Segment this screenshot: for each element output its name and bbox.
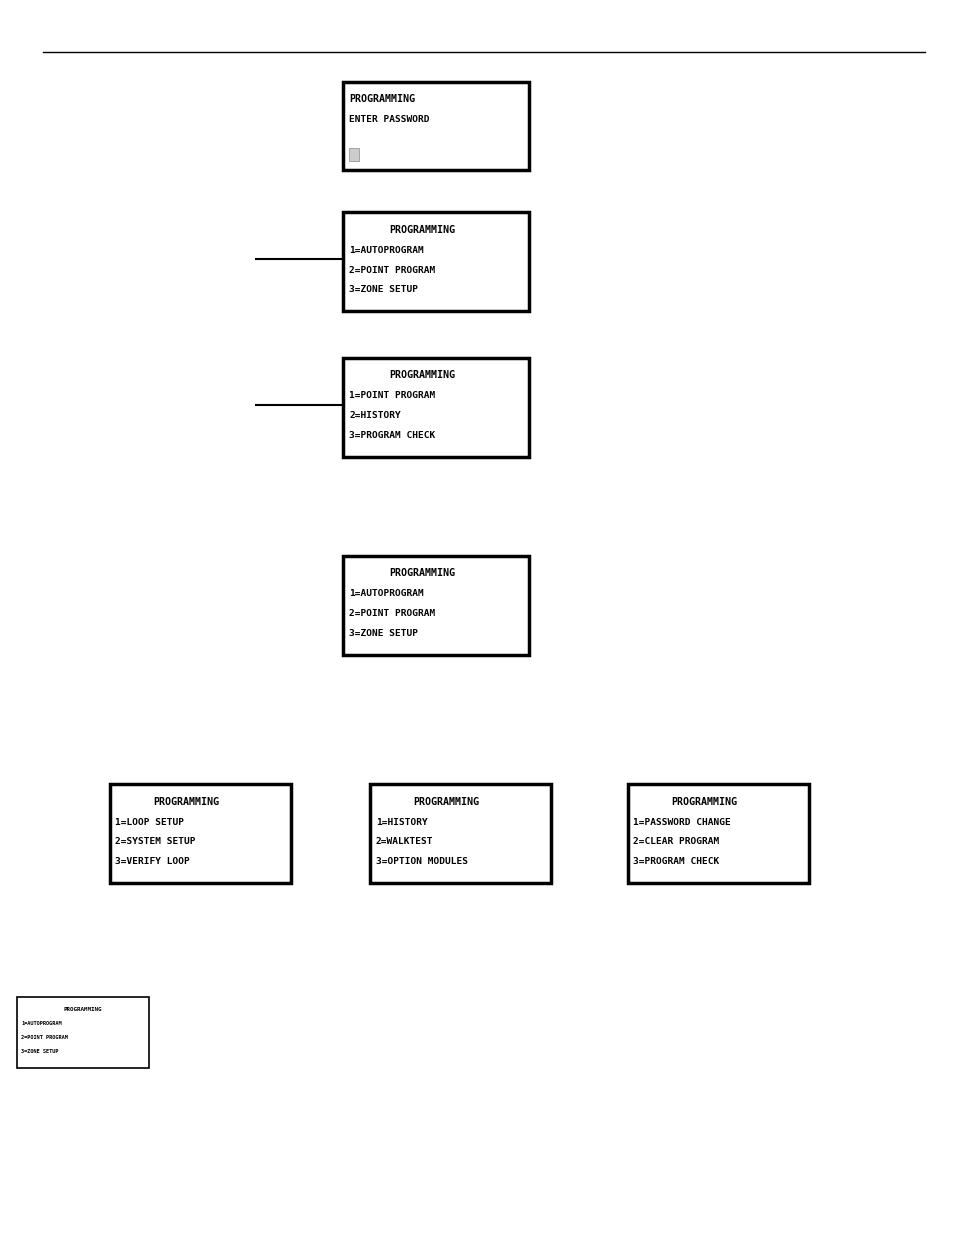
- Text: 3=OPTION MODULES: 3=OPTION MODULES: [375, 857, 467, 866]
- Text: 2=POINT PROGRAM: 2=POINT PROGRAM: [349, 266, 435, 274]
- Text: 1=AUTOPROGRAM: 1=AUTOPROGRAM: [349, 589, 423, 598]
- Text: PROGRAMMING: PROGRAMMING: [670, 797, 737, 806]
- Bar: [343, 82, 529, 170]
- Text: 2=POINT PROGRAM: 2=POINT PROGRAM: [21, 1035, 68, 1040]
- Text: 3=ZONE SETUP: 3=ZONE SETUP: [21, 1049, 58, 1053]
- Bar: [110, 784, 291, 883]
- Text: 3=VERIFY LOOP: 3=VERIFY LOOP: [115, 857, 190, 866]
- Text: 2=HISTORY: 2=HISTORY: [349, 411, 400, 420]
- Text: PROGRAMMING: PROGRAMMING: [152, 797, 219, 806]
- Bar: [17, 997, 149, 1068]
- Text: 3=ZONE SETUP: 3=ZONE SETUP: [349, 629, 417, 637]
- Text: 1=HISTORY: 1=HISTORY: [375, 818, 427, 826]
- Text: PROGRAMMING: PROGRAMMING: [64, 1007, 102, 1011]
- Bar: [370, 784, 551, 883]
- Text: 1=PASSWORD CHANGE: 1=PASSWORD CHANGE: [633, 818, 730, 826]
- Text: 1=LOOP SETUP: 1=LOOP SETUP: [115, 818, 184, 826]
- Text: 1=AUTOPROGRAM: 1=AUTOPROGRAM: [349, 246, 423, 254]
- Text: ENTER PASSWORD: ENTER PASSWORD: [349, 115, 429, 124]
- Text: PROGRAMMING: PROGRAMMING: [389, 370, 455, 380]
- Bar: [343, 556, 529, 655]
- Text: 2=SYSTEM SETUP: 2=SYSTEM SETUP: [115, 837, 195, 846]
- Text: 1=AUTOPROGRAM: 1=AUTOPROGRAM: [21, 1021, 62, 1026]
- Text: 3=PROGRAM CHECK: 3=PROGRAM CHECK: [349, 431, 435, 440]
- Bar: [343, 212, 529, 311]
- Text: 2=CLEAR PROGRAM: 2=CLEAR PROGRAM: [633, 837, 719, 846]
- Bar: [349, 148, 358, 161]
- Text: 2=WALKTEST: 2=WALKTEST: [375, 837, 433, 846]
- Text: 2=POINT PROGRAM: 2=POINT PROGRAM: [349, 609, 435, 618]
- Text: 3=PROGRAM CHECK: 3=PROGRAM CHECK: [633, 857, 719, 866]
- Bar: [343, 358, 529, 457]
- Text: PROGRAMMING: PROGRAMMING: [389, 225, 455, 235]
- Text: PROGRAMMING: PROGRAMMING: [413, 797, 479, 806]
- Text: PROGRAMMING: PROGRAMMING: [349, 94, 415, 104]
- Text: 3=ZONE SETUP: 3=ZONE SETUP: [349, 285, 417, 294]
- Text: 1=POINT PROGRAM: 1=POINT PROGRAM: [349, 391, 435, 400]
- Bar: [627, 784, 808, 883]
- Text: PROGRAMMING: PROGRAMMING: [389, 568, 455, 578]
